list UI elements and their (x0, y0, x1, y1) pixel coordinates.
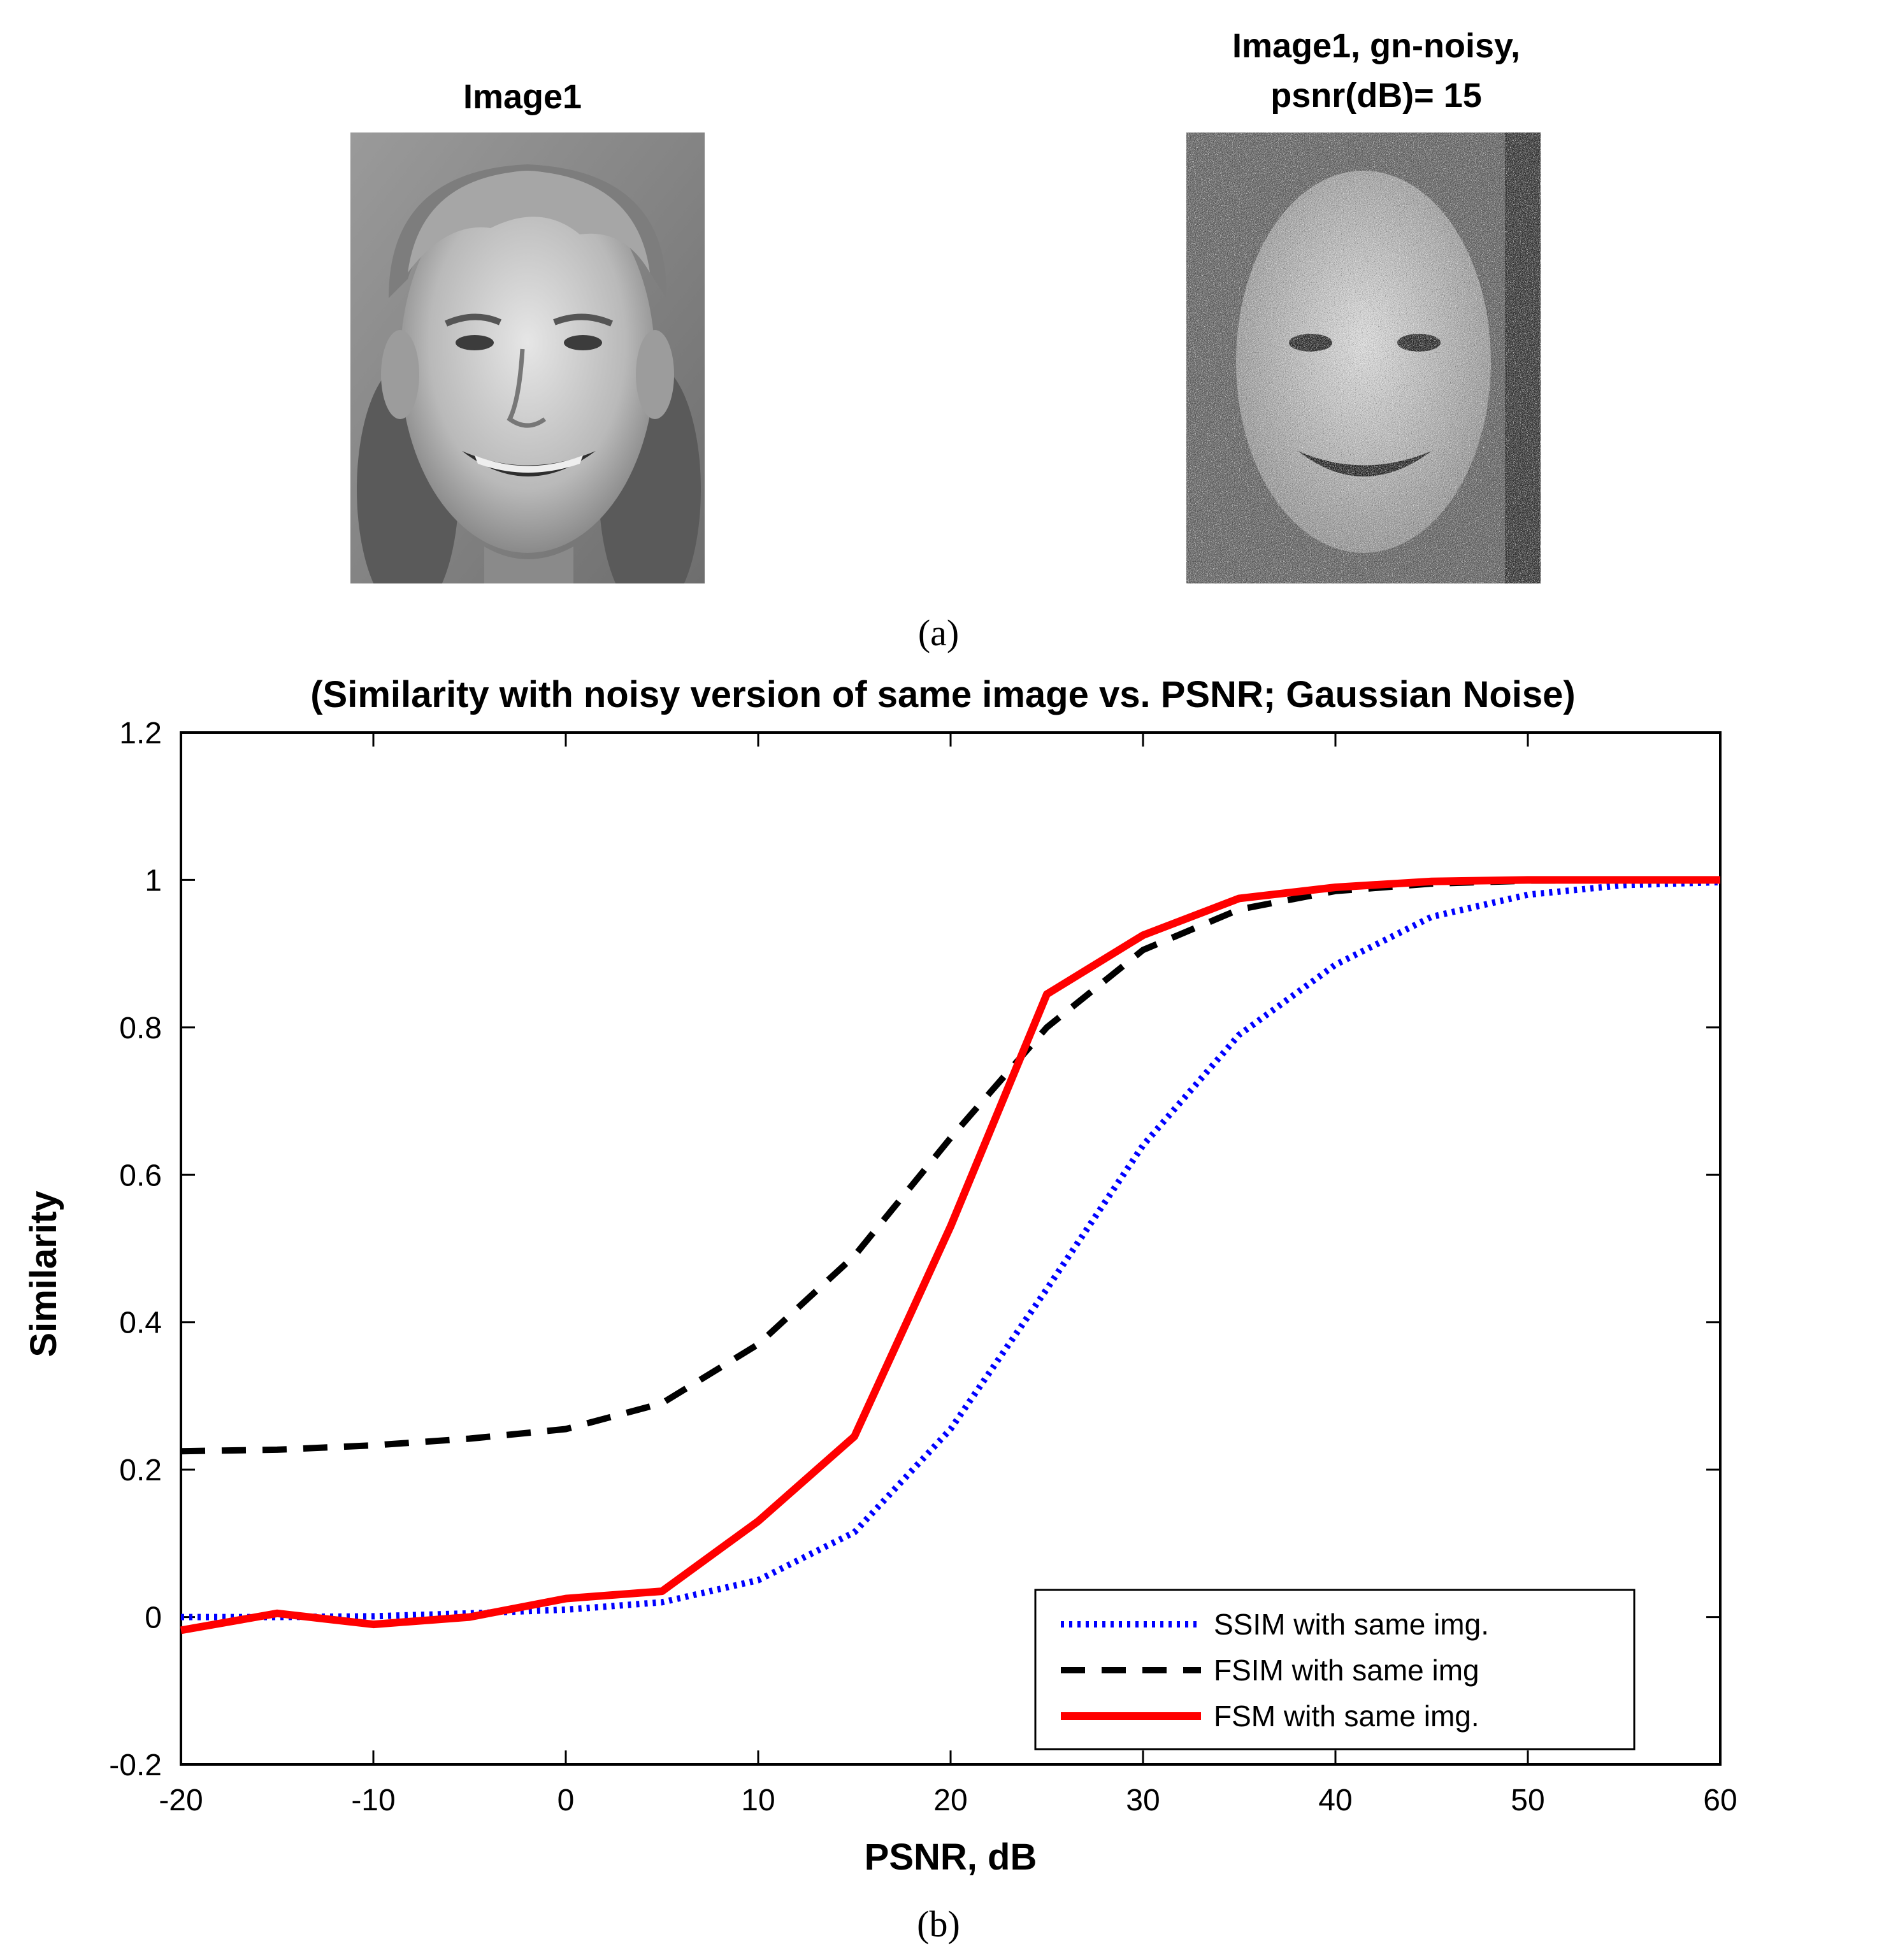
y-tick-label: 0 (145, 1601, 162, 1635)
y-tick-label: 0.4 (119, 1306, 162, 1340)
x-axis: -20 -10 0 10 20 30 40 50 60 (159, 733, 1737, 1817)
x-tick-label: 50 (1511, 1784, 1544, 1817)
y-tick-label: 0.8 (119, 1012, 162, 1045)
legend-box (1034, 1589, 1636, 1750)
legend: SSIM with same img. FSIM with same img FSM… (1034, 1589, 1636, 1750)
legend-label: FSM with same img. (1214, 1699, 1479, 1733)
face-image-noisy (1186, 132, 1541, 583)
y-tick-label: -0.2 (109, 1749, 162, 1782)
series-line-ssim (181, 878, 1721, 1620)
x-tick-label: -20 (159, 1784, 203, 1817)
x-tick-label: 20 (933, 1784, 967, 1817)
right-image-title-line1: Image1, gn-noisy, (1232, 27, 1521, 65)
legend-label: FSIM with same img (1214, 1654, 1479, 1687)
face-image-original (350, 132, 705, 583)
series-line-fsim (180, 876, 1720, 1455)
y-tick-label: 1 (145, 864, 162, 898)
chart-title: (Similarity with noisy version of same i… (310, 674, 1576, 715)
caption-b: (b) (917, 1903, 960, 1945)
caption-a: (a) (917, 612, 960, 654)
legend-label: SSIM with same img. (1214, 1608, 1489, 1641)
y-tick-label: 1.2 (119, 717, 162, 750)
x-tick-label: 10 (741, 1784, 775, 1817)
series-line-fsm (180, 876, 1720, 1635)
series-layer (180, 876, 1721, 1635)
similarity-chart: (Similarity with noisy version of same i… (23, 674, 1737, 1945)
right-image-title-line2: psnr(dB)= 15 (1270, 76, 1482, 115)
left-image-title: Image1 (463, 78, 582, 116)
x-tick-label: -10 (351, 1784, 395, 1817)
x-tick-label: 30 (1126, 1784, 1160, 1817)
y-axis-label: Similarity (23, 1191, 64, 1357)
y-tick-label: 0.2 (119, 1454, 162, 1487)
x-tick-label: 60 (1703, 1784, 1737, 1817)
x-axis-label: PSNR, dB (865, 1836, 1037, 1878)
x-tick-label: 0 (557, 1784, 575, 1817)
y-tick-label: 0.6 (119, 1159, 162, 1192)
y-axis: -0.2 0 0.2 0.4 0.6 0.8 1 1.2 (109, 717, 1720, 1782)
x-tick-label: 40 (1318, 1784, 1352, 1817)
